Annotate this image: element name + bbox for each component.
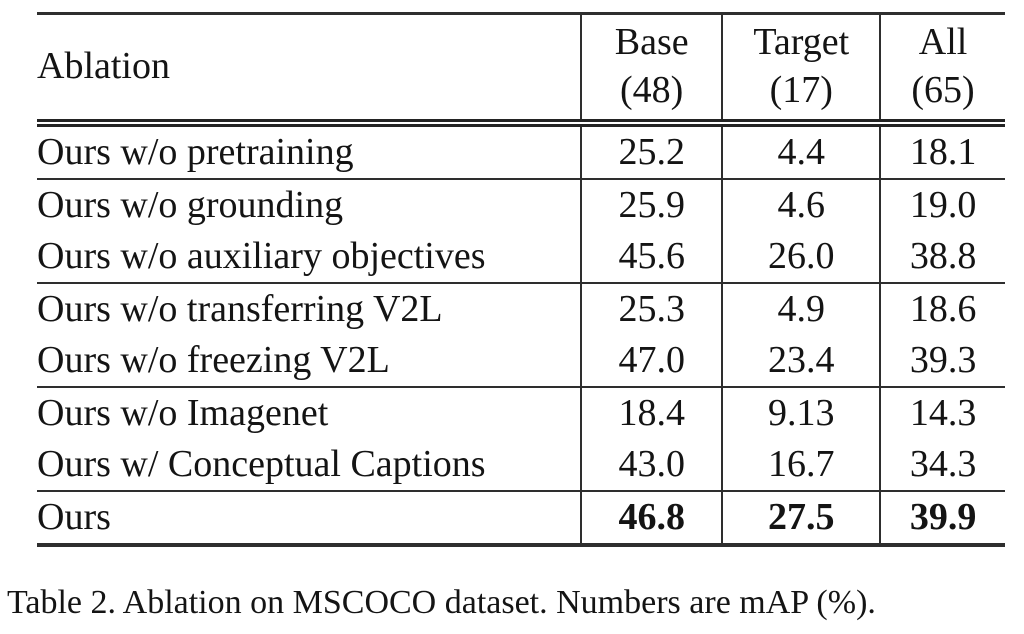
- all-value: 38.8: [879, 231, 1005, 283]
- header-row: Ablation Base (48) Target (17) All (65): [37, 13, 1005, 127]
- header-base-name: Base: [614, 21, 689, 64]
- header-base-count: (48): [620, 69, 684, 111]
- header-all: All (65): [879, 13, 1005, 127]
- row-label: Ours w/o auxiliary objectives: [37, 234, 486, 277]
- table-row: Ours w/o Imagenet 18.4 9.13 14.3: [37, 386, 1005, 439]
- target-value: 4.9: [721, 282, 881, 335]
- table-row: Ours w/o pretraining 25.2 4.4 18.1: [37, 123, 1005, 179]
- base-value: 25.9: [580, 178, 723, 231]
- row-label: Ours w/o transferring V2L: [37, 282, 582, 335]
- all-value: 39.3: [879, 335, 1005, 387]
- target-value: 4.6: [721, 178, 881, 231]
- row-label: Ours w/o pretraining: [37, 130, 354, 173]
- target-value: 26.0: [721, 231, 881, 283]
- all-value: 34.3: [879, 439, 1005, 491]
- row-label: Ours w/ Conceptual Captions: [37, 442, 486, 485]
- target-value: 16.7: [721, 439, 881, 491]
- table-header: Ablation Base (48) Target (17) All (65): [37, 13, 1005, 127]
- all-value: 18.6: [879, 282, 1005, 335]
- table-row: Ours w/ Conceptual Captions 43.0 16.7 34…: [37, 439, 1005, 491]
- all-value: 18.1: [879, 123, 1005, 179]
- header-target-count: (17): [769, 69, 833, 111]
- table-body: Ours w/o pretraining 25.2 4.4 18.1 Ours …: [37, 123, 1005, 545]
- header-base: Base (48): [580, 13, 723, 127]
- header-target: Target (17): [721, 13, 881, 127]
- table-row: Ours w/o auxiliary objectives 45.6 26.0 …: [37, 231, 1005, 283]
- base-value: 43.0: [580, 439, 723, 491]
- row-label: Ours w/o freezing V2L: [37, 338, 390, 381]
- row-label: Ours w/o grounding: [37, 178, 582, 231]
- table-row: Ours w/o grounding 25.9 4.6 19.0: [37, 178, 1005, 231]
- base-value: 18.4: [580, 386, 723, 439]
- all-value: 14.3: [879, 386, 1005, 439]
- row-label: Ours w/o Imagenet: [37, 386, 582, 439]
- all-value: 19.0: [879, 178, 1005, 231]
- base-value: 25.2: [580, 123, 723, 179]
- base-value: 46.8: [580, 490, 723, 545]
- header-all-name: All: [918, 21, 968, 64]
- target-value: 4.4: [721, 123, 881, 179]
- header-ablation: Ablation: [37, 13, 582, 127]
- header-all-count: (65): [911, 69, 975, 111]
- base-value: 45.6: [580, 231, 723, 283]
- table-caption: Table 2. Ablation on MSCOCO dataset. Num…: [7, 584, 876, 621]
- table-row-ours: Ours 46.8 27.5 39.9: [37, 490, 1005, 545]
- row-label: Ours: [37, 490, 582, 545]
- base-value: 47.0: [580, 335, 723, 387]
- target-value: 23.4: [721, 335, 881, 387]
- base-value: 25.3: [580, 282, 723, 335]
- all-value: 39.9: [879, 490, 1005, 545]
- header-target-name: Target: [753, 21, 850, 64]
- target-value: 9.13: [721, 386, 881, 439]
- ablation-results-table: Ablation Base (48) Target (17) All (65) …: [37, 12, 1005, 547]
- table-row: Ours w/o freezing V2L 47.0 23.4 39.3: [37, 335, 1005, 387]
- table-row: Ours w/o transferring V2L 25.3 4.9 18.6: [37, 282, 1005, 335]
- target-value: 27.5: [721, 490, 881, 545]
